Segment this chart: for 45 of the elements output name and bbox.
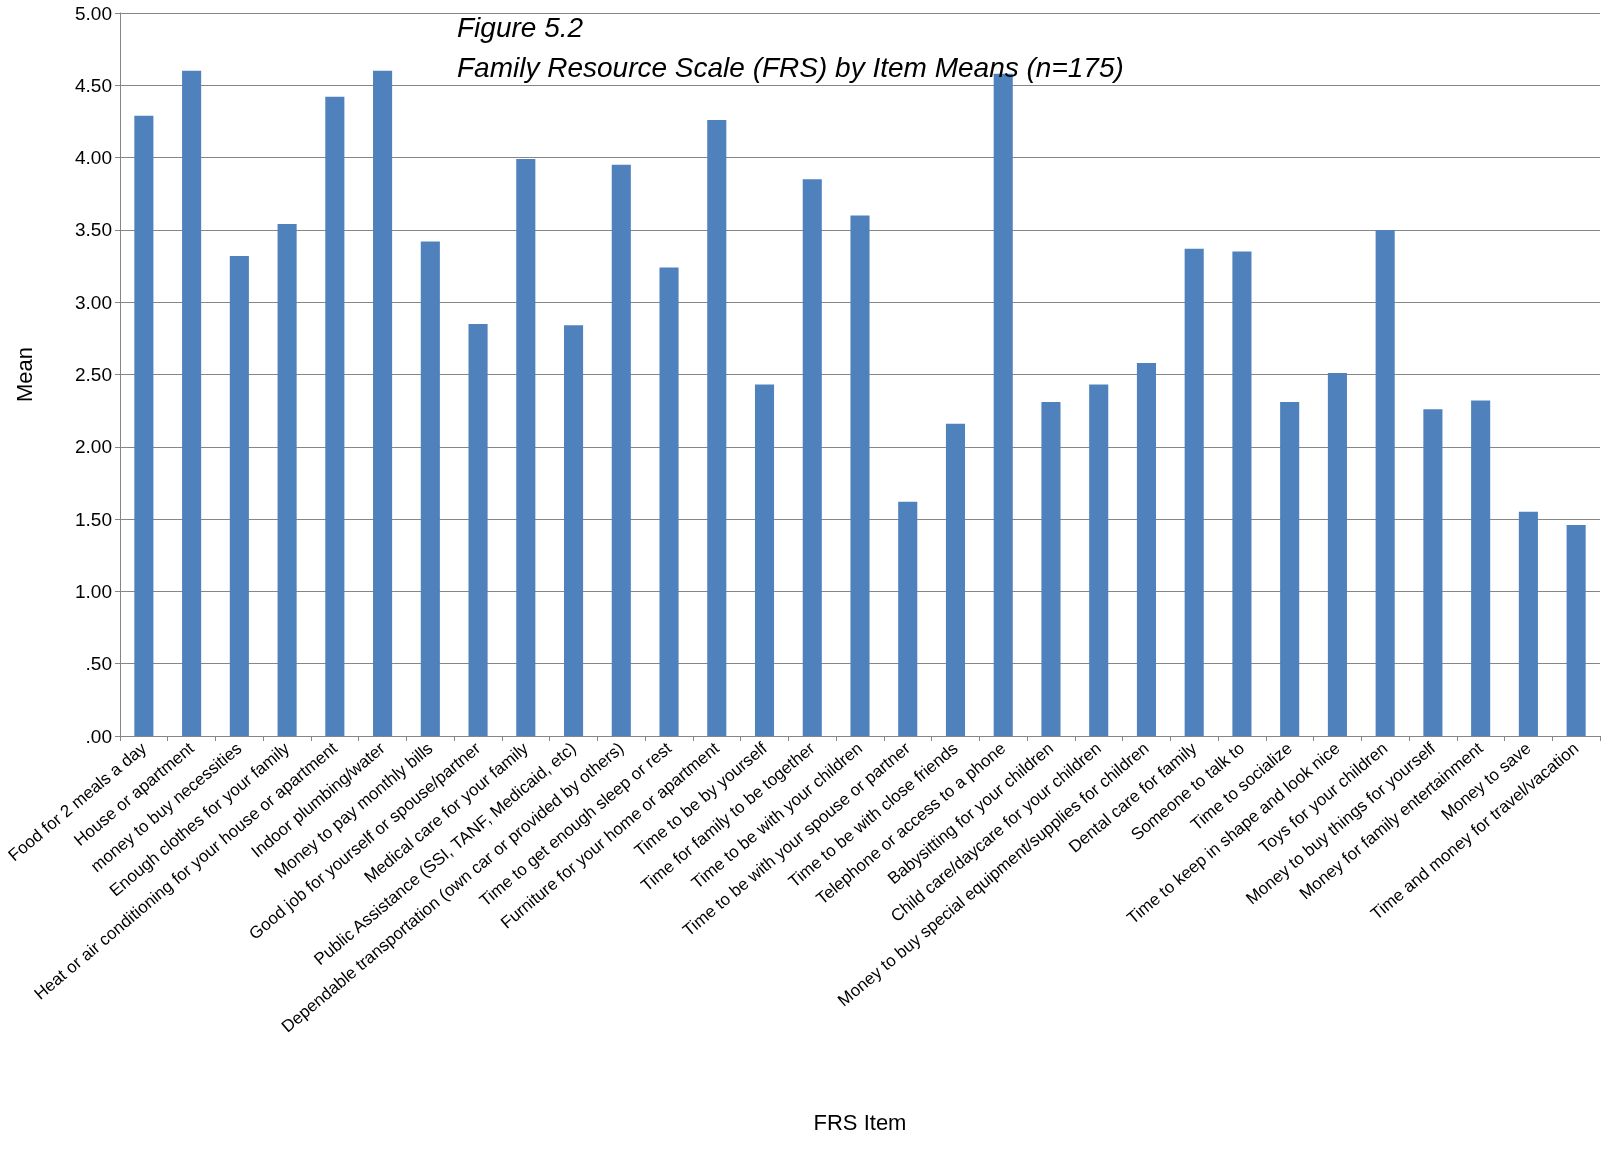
text: Family Resource Scale (FRS) by Item Means (n=175): [457, 51, 1124, 83]
y-tick-label: 1.50: [75, 508, 112, 530]
bar: [373, 70, 393, 736]
y-tick-label: 4.50: [75, 74, 112, 96]
bar: [754, 384, 775, 736]
chart-title: Figure 5.2: [457, 11, 584, 43]
bar: [516, 159, 536, 736]
bar: [611, 164, 631, 736]
x-axis-title: FRS Item: [813, 1109, 907, 1135]
y-axis-title: Mean: [11, 346, 37, 403]
bar: [1232, 251, 1252, 736]
bar: [945, 423, 966, 736]
y-tick-label: 4.00: [75, 147, 112, 169]
bar: [325, 96, 345, 736]
y-tick-label: 2.50: [75, 364, 112, 385]
bar: [182, 70, 202, 736]
bar: [1280, 401, 1300, 736]
bar: [1471, 400, 1491, 736]
bar: [802, 179, 822, 736]
bar: [468, 323, 488, 736]
bar: [564, 325, 584, 736]
y-tick-label: 2.00: [75, 436, 112, 458]
bar: [420, 241, 440, 736]
y-tick-label: .00: [85, 725, 112, 747]
bar: [1375, 229, 1395, 736]
bar: [277, 224, 297, 736]
bar: [707, 120, 727, 736]
bar: [659, 267, 679, 736]
bar: [1184, 248, 1204, 736]
bar: [134, 115, 154, 736]
bar: [1566, 524, 1586, 736]
bar: [898, 501, 918, 736]
y-tick-label: .50: [85, 653, 112, 675]
y-tick-label: 3.00: [75, 291, 112, 313]
bar: [1089, 384, 1109, 736]
bar: [1327, 373, 1347, 736]
bar: [1423, 409, 1443, 736]
y-tick-label: 5.00: [75, 2, 112, 24]
bar: [229, 255, 249, 736]
bar: [850, 215, 870, 736]
y-tick-label: 1.00: [75, 580, 112, 602]
bar: [1518, 511, 1538, 736]
bar: [1136, 362, 1156, 736]
bar: [1041, 401, 1061, 736]
y-tick-label: 3.50: [75, 219, 112, 241]
